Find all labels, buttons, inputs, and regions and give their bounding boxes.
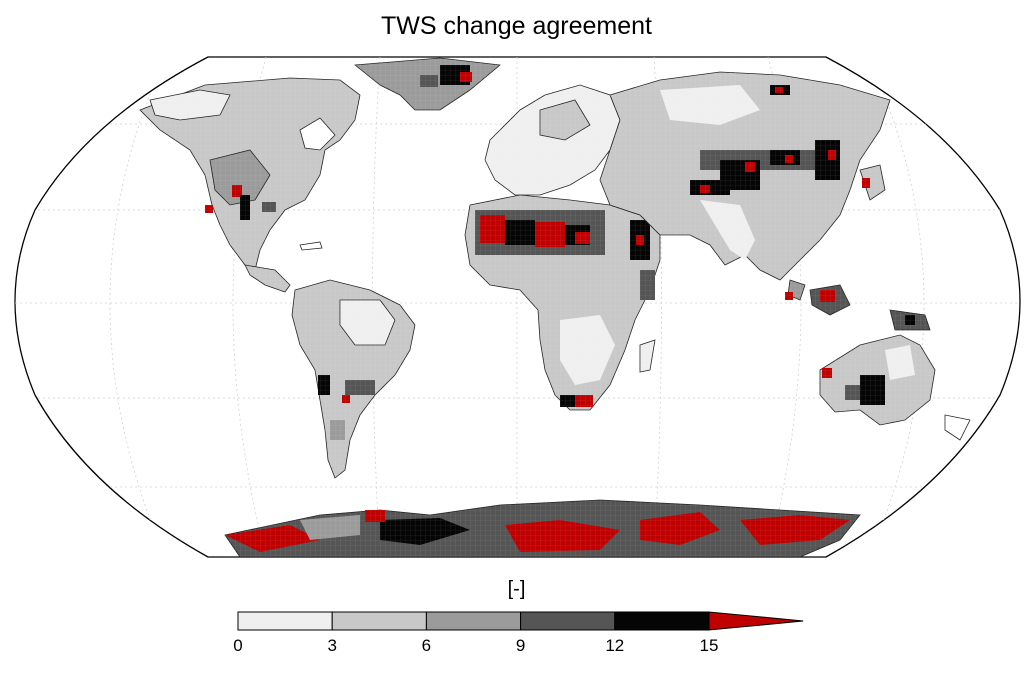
colorbar-tick-label: 6 — [421, 636, 432, 655]
colorbar-tick-label: 3 — [327, 636, 337, 655]
colorbar-bin — [425, 611, 522, 631]
colorbar-extend-arrow — [708, 611, 804, 631]
colorbar-bin — [331, 611, 427, 631]
colorbar-tick-label: 12 — [605, 636, 625, 655]
map-title: TWS change agreement — [381, 12, 652, 40]
colorbar-tick-label: 9 — [515, 636, 526, 655]
colorbar-tick-label: 15 — [699, 636, 719, 655]
colorbar-bin — [520, 611, 616, 631]
colorbar-bin — [237, 611, 333, 631]
colorbar-label: [-] — [507, 578, 526, 600]
colorbar-tick-label: 0 — [233, 636, 243, 655]
colorbar-bin — [614, 611, 710, 631]
